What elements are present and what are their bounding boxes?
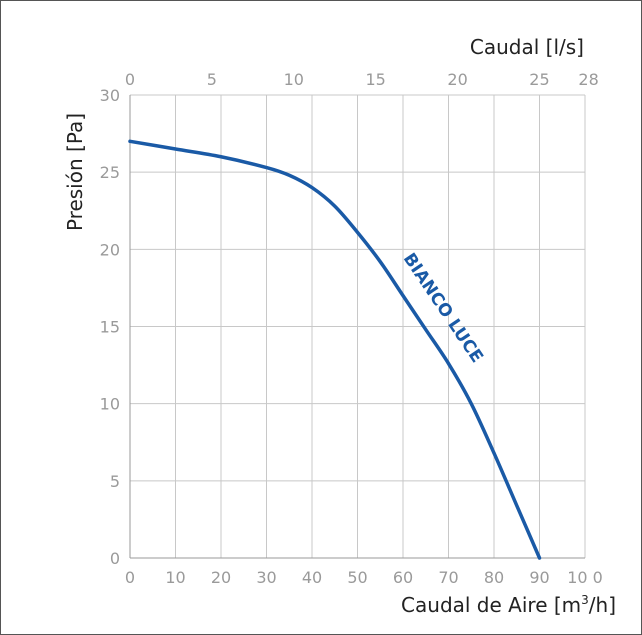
x-tick-label: 60 [393, 568, 413, 587]
top-tick-label: 5 [207, 70, 217, 89]
x-tick-label: 40 [302, 568, 322, 587]
y-tick-label: 0 [110, 549, 120, 568]
y-tick-label: 30 [100, 86, 120, 105]
bottom-axis-title: Caudal de Aire [m3/h] [401, 593, 616, 617]
top-axis-title: Caudal [l/s] [470, 35, 584, 59]
x-tick-label: 30 [256, 568, 276, 587]
top-tick-labels: 0 5 10 15 20 25 28 [125, 70, 599, 89]
top-tick-label: 10 [284, 70, 304, 89]
top-tick-label: 25 [529, 70, 549, 89]
y-tick-label: 20 [100, 240, 120, 259]
top-tick-label: 28 [578, 70, 598, 89]
bottom-tick-labels: 0 10 20 30 40 50 60 70 80 90 10 0 [125, 568, 603, 587]
y-tick-label: 15 [100, 318, 120, 337]
y-tick-label: 25 [100, 163, 120, 182]
series-group [128, 139, 542, 560]
top-tick-label: 0 [125, 70, 135, 89]
x-tick-label: 10 [165, 568, 185, 587]
y-tick-label: 10 [100, 395, 120, 414]
y-tick-labels: 0 5 10 15 20 25 30 [100, 86, 120, 568]
y-tick-label: 5 [110, 472, 120, 491]
y-axis-title: Presión [Pa] [63, 113, 87, 231]
x-tick-label: 10 0 [567, 568, 603, 587]
x-tick-label: 20 [211, 568, 231, 587]
top-tick-label: 20 [447, 70, 467, 89]
x-tick-label: 50 [347, 568, 367, 587]
x-tick-label: 0 [125, 568, 135, 587]
series-line-bianco-luce [128, 139, 542, 560]
x-tick-label: 90 [529, 568, 549, 587]
top-tick-label: 15 [366, 70, 386, 89]
x-tick-label: 70 [438, 568, 458, 587]
x-tick-label: 80 [484, 568, 504, 587]
